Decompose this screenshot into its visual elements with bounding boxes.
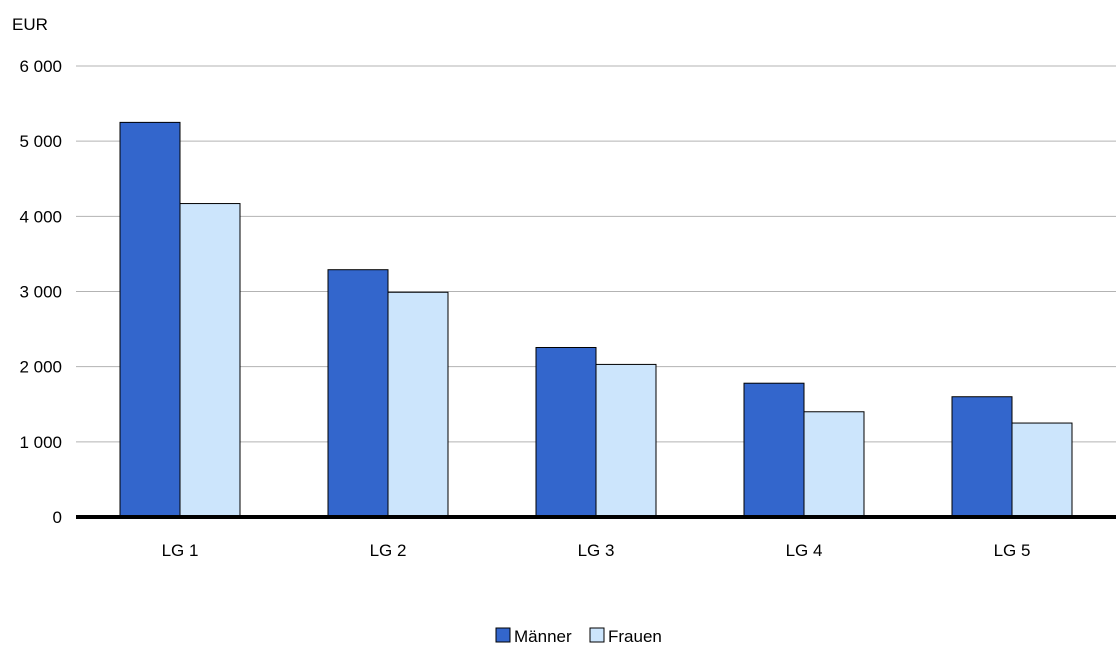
y-tick-label: 0 xyxy=(53,508,62,527)
x-tick-label: LG 4 xyxy=(786,541,823,560)
bar-maenner xyxy=(951,396,1013,518)
legend-swatch xyxy=(589,627,605,643)
y-tick-label: 4 000 xyxy=(19,207,62,226)
legend-label: Frauen xyxy=(608,627,662,646)
x-tick-label: LG 5 xyxy=(994,541,1031,560)
x-tick-label: LG 3 xyxy=(578,541,615,560)
y-axis-ticks: 0 1 000 2 000 3 000 4 000 5 000 6 000 xyxy=(19,57,62,527)
bar-maenner xyxy=(743,382,805,518)
bar-frauen xyxy=(179,203,241,518)
bar-frauen xyxy=(803,411,865,518)
bar-maenner xyxy=(327,269,389,518)
y-tick-label: 3 000 xyxy=(19,283,62,302)
bars xyxy=(119,121,1073,518)
y-tick-label: 2 000 xyxy=(19,358,62,377)
bar-frauen xyxy=(1011,422,1073,518)
legend-swatch xyxy=(495,627,511,643)
x-tick-label: LG 1 xyxy=(162,541,199,560)
y-unit-label: EUR xyxy=(12,15,48,34)
x-tick-label: LG 2 xyxy=(370,541,407,560)
gridlines xyxy=(76,65,1116,443)
y-tick-label: 6 000 xyxy=(19,57,62,76)
x-axis-categories: LG 1 LG 2 LG 3 LG 4 LG 5 xyxy=(162,541,1031,560)
bar-maenner xyxy=(119,121,181,518)
bar-frauen xyxy=(387,291,449,518)
legend: Männer Frauen xyxy=(495,627,662,646)
legend-label: Männer xyxy=(514,627,572,646)
bar-frauen xyxy=(595,363,657,518)
bar-maenner xyxy=(535,346,597,518)
y-tick-label: 1 000 xyxy=(19,433,62,452)
y-tick-label: 5 000 xyxy=(19,132,62,151)
